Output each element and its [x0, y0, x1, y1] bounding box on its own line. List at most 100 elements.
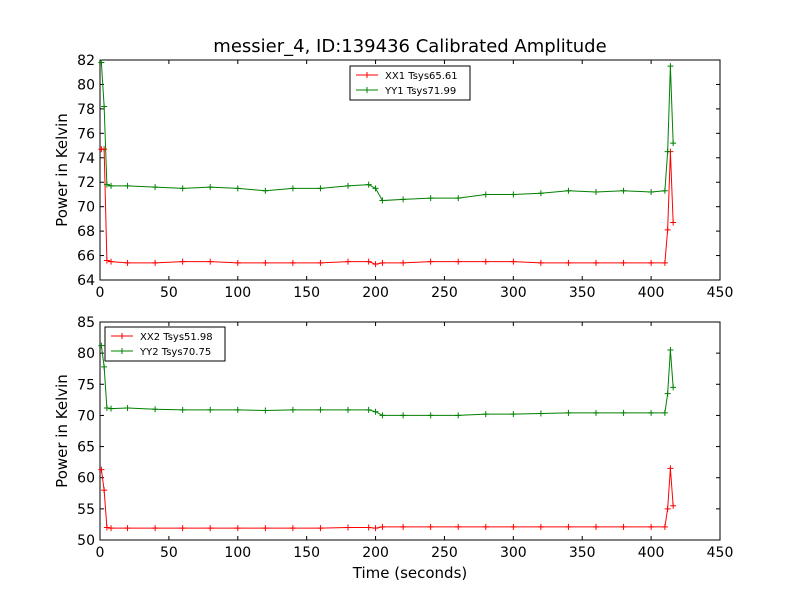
- data-point: [124, 259, 131, 266]
- x-tick-label: 300: [500, 545, 527, 561]
- x-tick-label: 150: [293, 545, 320, 561]
- data-point: [108, 405, 115, 412]
- data-point: [207, 258, 214, 265]
- legend-label: YY1 Tsys71.99: [384, 86, 456, 97]
- x-tick-label: 0: [96, 545, 105, 561]
- legend-marker: [364, 87, 370, 93]
- data-point: [365, 524, 372, 531]
- y-tick-label: 80: [77, 346, 95, 362]
- x-tick-label: 100: [224, 545, 251, 561]
- data-point: [565, 523, 572, 530]
- data-point: [565, 409, 572, 416]
- data-point: [372, 185, 379, 192]
- data-point: [152, 525, 159, 532]
- data-point: [510, 258, 517, 265]
- legend-marker: [364, 72, 370, 78]
- legend-label: XX2 Tsys51.98: [140, 332, 213, 343]
- series-line: [101, 148, 674, 265]
- data-point: [98, 59, 105, 66]
- data-point: [101, 487, 108, 494]
- legend-marker: [119, 333, 125, 339]
- data-point: [124, 182, 131, 189]
- data-point: [661, 259, 668, 266]
- data-point: [482, 191, 489, 198]
- data-point: [664, 390, 671, 397]
- data-point: [317, 259, 324, 266]
- data-point: [101, 363, 108, 370]
- data-point: [400, 523, 407, 530]
- data-point: [664, 148, 671, 155]
- data-point: [620, 187, 627, 194]
- y-tick-label: 80: [77, 77, 95, 93]
- data-point: [661, 187, 668, 194]
- data-point: [207, 184, 214, 191]
- y-tick-label: 78: [77, 102, 95, 118]
- data-point: [620, 523, 627, 530]
- x-tick-label: 400: [638, 285, 665, 301]
- data-point: [400, 259, 407, 266]
- x-tick-label: 350: [569, 545, 596, 561]
- y-axis-label: Power in Kelvin: [53, 113, 71, 227]
- y-tick-label: 55: [77, 502, 95, 518]
- series-line: [100, 468, 674, 529]
- y-tick-label: 72: [77, 175, 95, 191]
- data-point: [152, 259, 159, 266]
- data-point: [152, 184, 159, 191]
- x-tick-label: 150: [293, 285, 320, 301]
- series-yy2: [98, 342, 677, 419]
- data-point: [179, 406, 186, 413]
- data-point: [101, 103, 108, 110]
- series-xx1: [98, 146, 677, 268]
- x-tick-label: 0: [96, 285, 105, 301]
- data-point: [400, 412, 407, 419]
- x-tick-label: 50: [160, 545, 178, 561]
- data-point: [427, 195, 434, 202]
- legend-label: XX1 Tsys65.61: [385, 71, 458, 82]
- data-point: [427, 412, 434, 419]
- x-tick-label: 300: [500, 285, 527, 301]
- data-point: [124, 404, 131, 411]
- data-point: [345, 258, 351, 265]
- data-point: [537, 410, 544, 417]
- y-tick-label: 70: [77, 408, 95, 424]
- y-tick-label: 76: [77, 126, 95, 142]
- data-point: [455, 523, 462, 530]
- data-point: [108, 182, 115, 189]
- data-point: [365, 258, 372, 265]
- data-point: [98, 466, 105, 473]
- data-point: [593, 189, 599, 195]
- data-point: [664, 505, 671, 512]
- legend: XX2 Tsys51.98 YY2 Tsys70.75: [104, 326, 226, 362]
- data-point: [372, 261, 379, 268]
- data-point: [667, 347, 674, 354]
- data-point: [593, 409, 599, 416]
- data-point: [207, 525, 214, 532]
- data-point: [108, 258, 115, 265]
- legend-marker: [119, 348, 125, 354]
- data-point: [565, 187, 572, 194]
- data-point: [400, 196, 407, 203]
- data-point: [482, 411, 489, 418]
- chart-title: messier_4, ID:139436 Calibrated Amplitud…: [213, 36, 606, 57]
- x-tick-label: 450: [707, 285, 734, 301]
- data-point: [510, 523, 517, 530]
- data-point: [427, 258, 434, 265]
- data-point: [427, 523, 434, 530]
- x-tick-label: 50: [160, 285, 178, 301]
- data-point: [98, 342, 105, 349]
- data-point: [345, 182, 351, 189]
- plot-top: 0 50 100 150 200 250 300 350 400 450 64 66 68 70 72 74 7…: [53, 53, 733, 301]
- data-point: [103, 257, 110, 264]
- data-point: [510, 411, 517, 418]
- y-tick-label: 74: [77, 151, 95, 167]
- data-point: [262, 259, 269, 266]
- series-line: [100, 62, 674, 202]
- data-point: [108, 525, 115, 532]
- data-point: [670, 384, 677, 391]
- y-tick-label: 66: [77, 249, 95, 265]
- data-point: [289, 185, 296, 192]
- y-tick-label: 85: [77, 315, 95, 331]
- data-point: [565, 259, 572, 266]
- data-point: [593, 523, 599, 530]
